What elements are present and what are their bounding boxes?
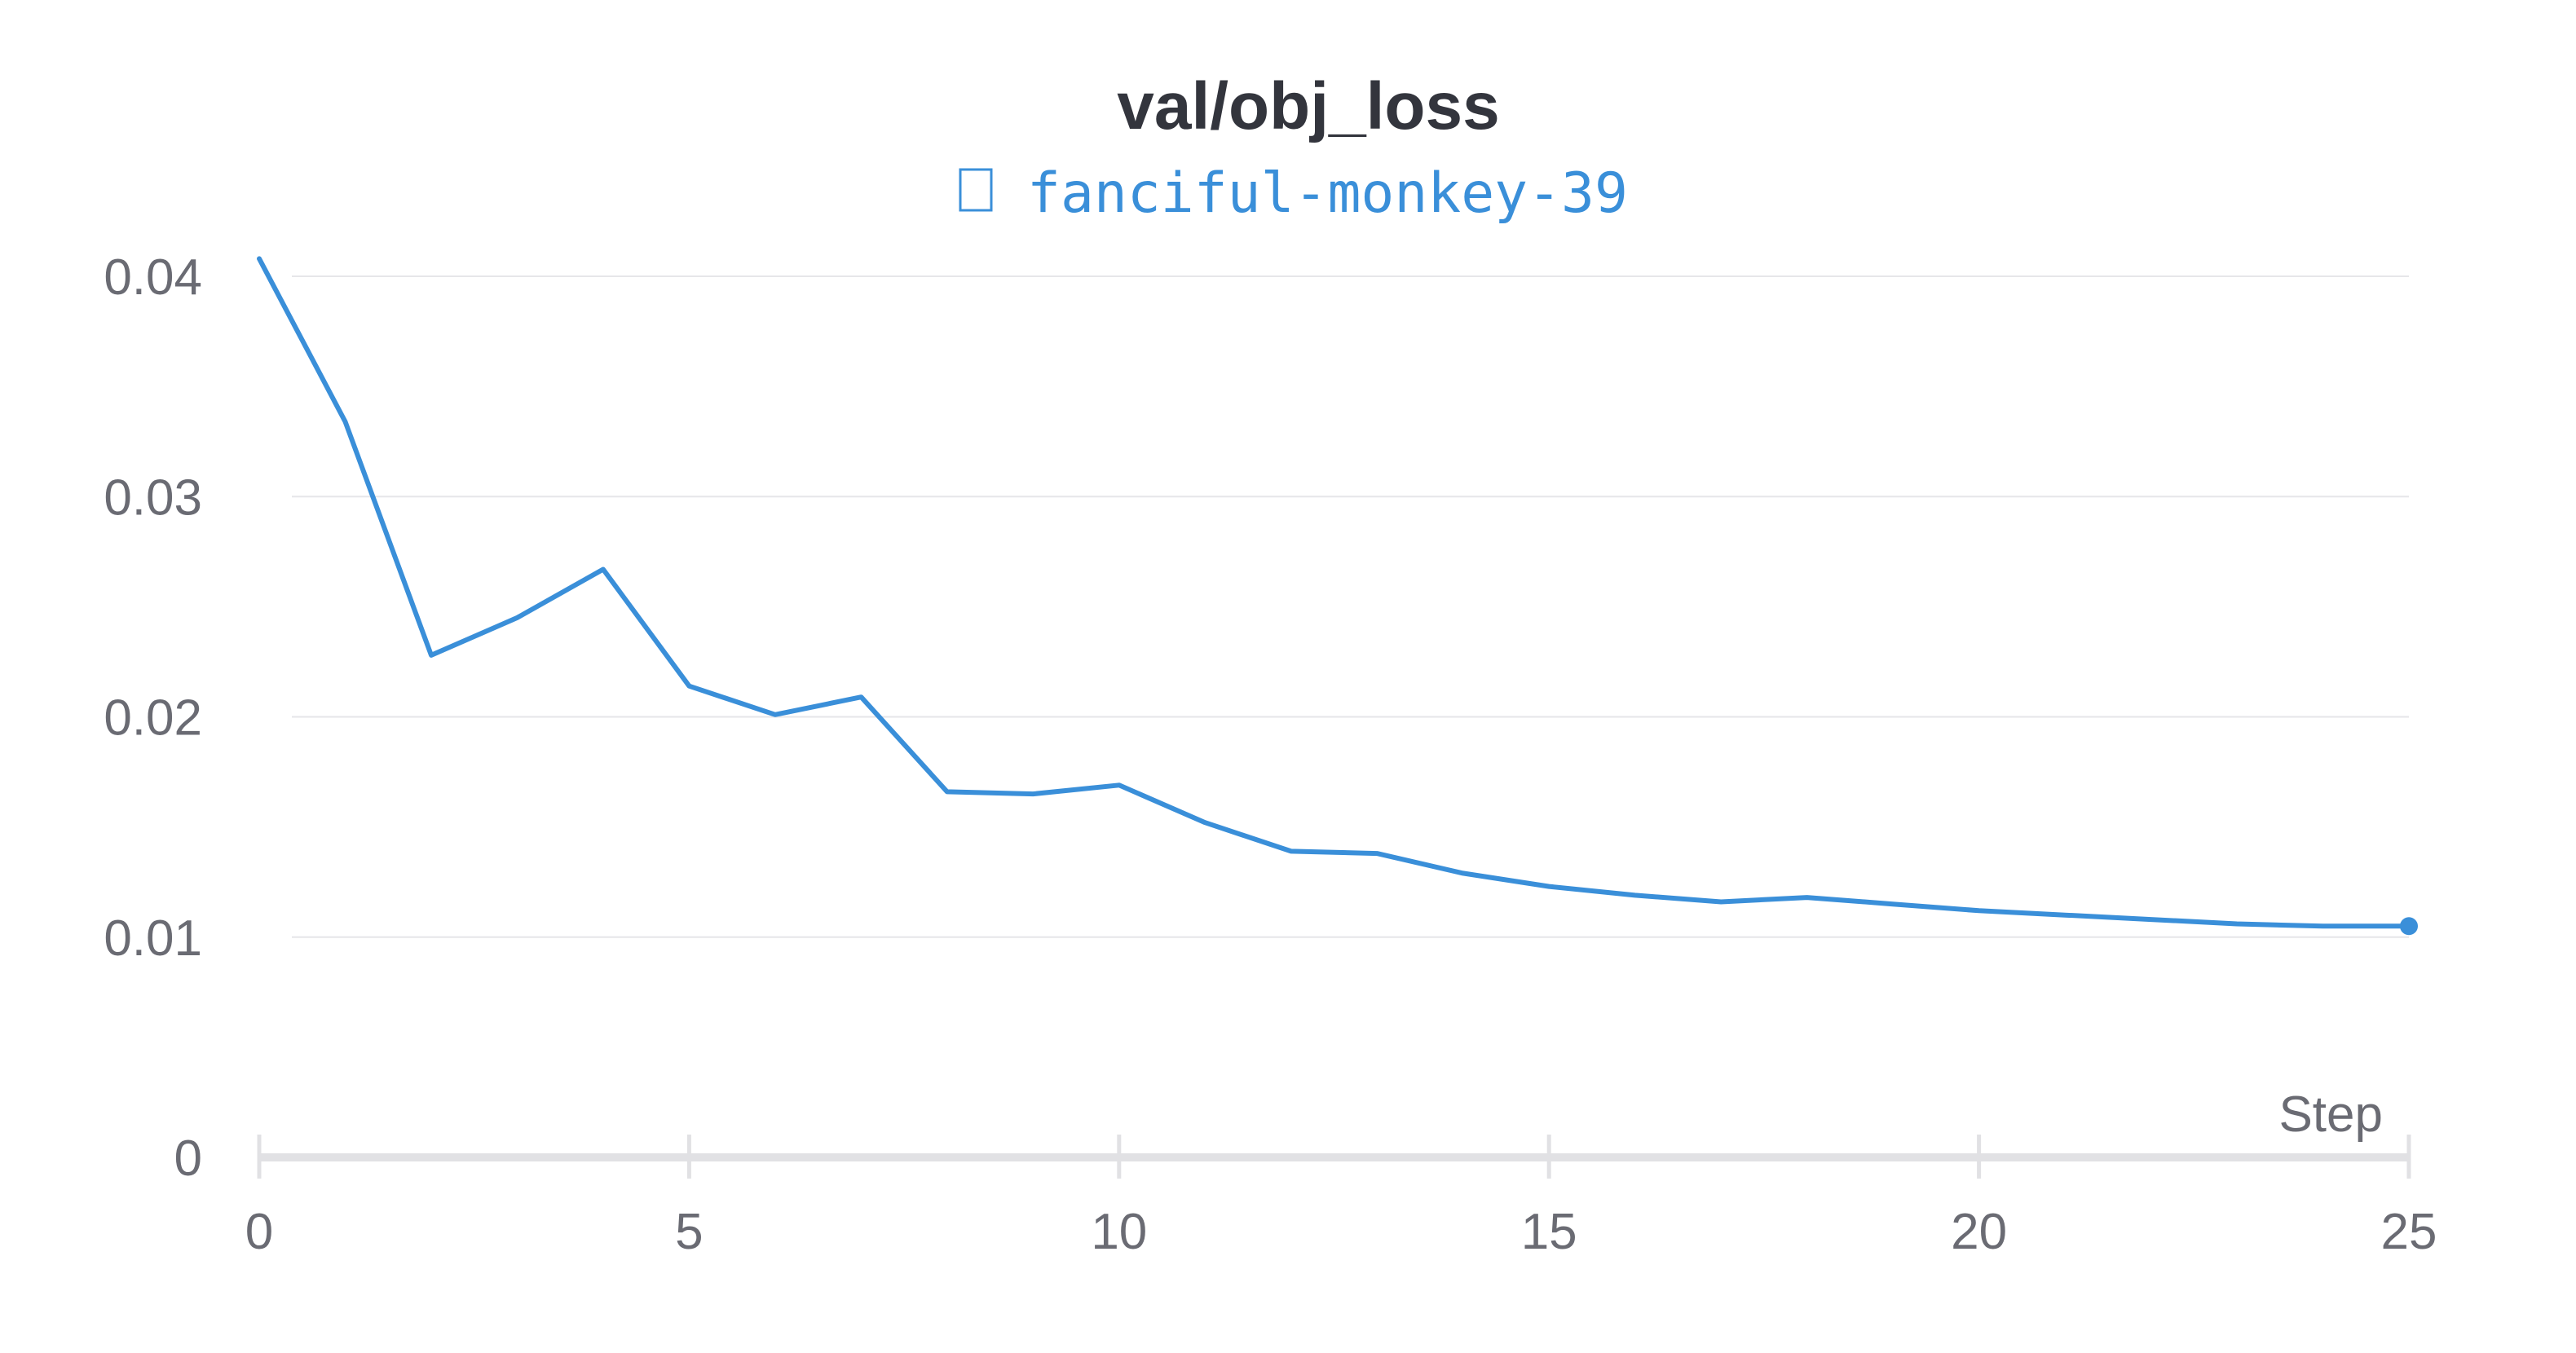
- data-point[interactable]: [1030, 791, 1036, 797]
- data-point[interactable]: [1632, 892, 1639, 898]
- data-point[interactable]: [858, 694, 864, 700]
- data-point[interactable]: [2320, 923, 2327, 929]
- data-point[interactable]: [342, 418, 348, 425]
- grid: [292, 275, 2409, 938]
- x-tick-label: 0: [245, 1204, 273, 1260]
- legend-square-icon: [959, 168, 993, 212]
- y-tick-label: 0.03: [104, 469, 202, 526]
- data-point[interactable]: [772, 712, 779, 718]
- data-point[interactable]: [1288, 848, 1295, 854]
- last-point-marker: [2400, 917, 2418, 936]
- legend[interactable]: fanciful-monkey-39: [959, 161, 1628, 226]
- data-point[interactable]: [1374, 850, 1380, 857]
- x-tick-label: 5: [675, 1204, 703, 1260]
- y-tick-label: 0: [174, 1130, 202, 1187]
- data-point[interactable]: [1546, 884, 1552, 890]
- data-point[interactable]: [2148, 916, 2155, 923]
- x-tick-label: 10: [1091, 1204, 1147, 1260]
- y-tick-label: 0.04: [104, 249, 202, 306]
- y-tick-label: 0.02: [104, 690, 202, 747]
- data-point[interactable]: [1718, 899, 1724, 906]
- data-point[interactable]: [1116, 782, 1123, 788]
- axes: 0 0.01 0.02 0.03 0.04 0 5 10 15 20 25 Step: [104, 249, 2437, 1260]
- data-point[interactable]: [600, 566, 607, 572]
- legend-label-series: fanciful-monkey-39: [1027, 161, 1628, 226]
- x-tick-label: 20: [1951, 1204, 2007, 1260]
- data-point[interactable]: [686, 683, 692, 690]
- data-point[interactable]: [1890, 901, 1896, 907]
- chart-title: val/obj_loss: [1117, 69, 1499, 143]
- data-point[interactable]: [944, 788, 951, 795]
- data-point[interactable]: [2234, 921, 2240, 928]
- data-point[interactable]: [514, 615, 520, 621]
- plot-area: [256, 255, 2418, 936]
- data-point[interactable]: [428, 652, 434, 659]
- data-point[interactable]: [256, 255, 262, 262]
- data-point[interactable]: [1202, 819, 1208, 826]
- y-tick-label: 0.01: [104, 910, 202, 967]
- data-point[interactable]: [1804, 894, 1811, 901]
- x-axis-title: Step: [2278, 1086, 2383, 1143]
- data-point[interactable]: [2062, 912, 2068, 919]
- data-point[interactable]: [1460, 870, 1467, 876]
- x-tick-label: 15: [1521, 1204, 1577, 1260]
- series-line[interactable]: [257, 256, 2411, 929]
- data-point[interactable]: [1976, 907, 1983, 914]
- x-tick-label: 25: [2381, 1204, 2437, 1260]
